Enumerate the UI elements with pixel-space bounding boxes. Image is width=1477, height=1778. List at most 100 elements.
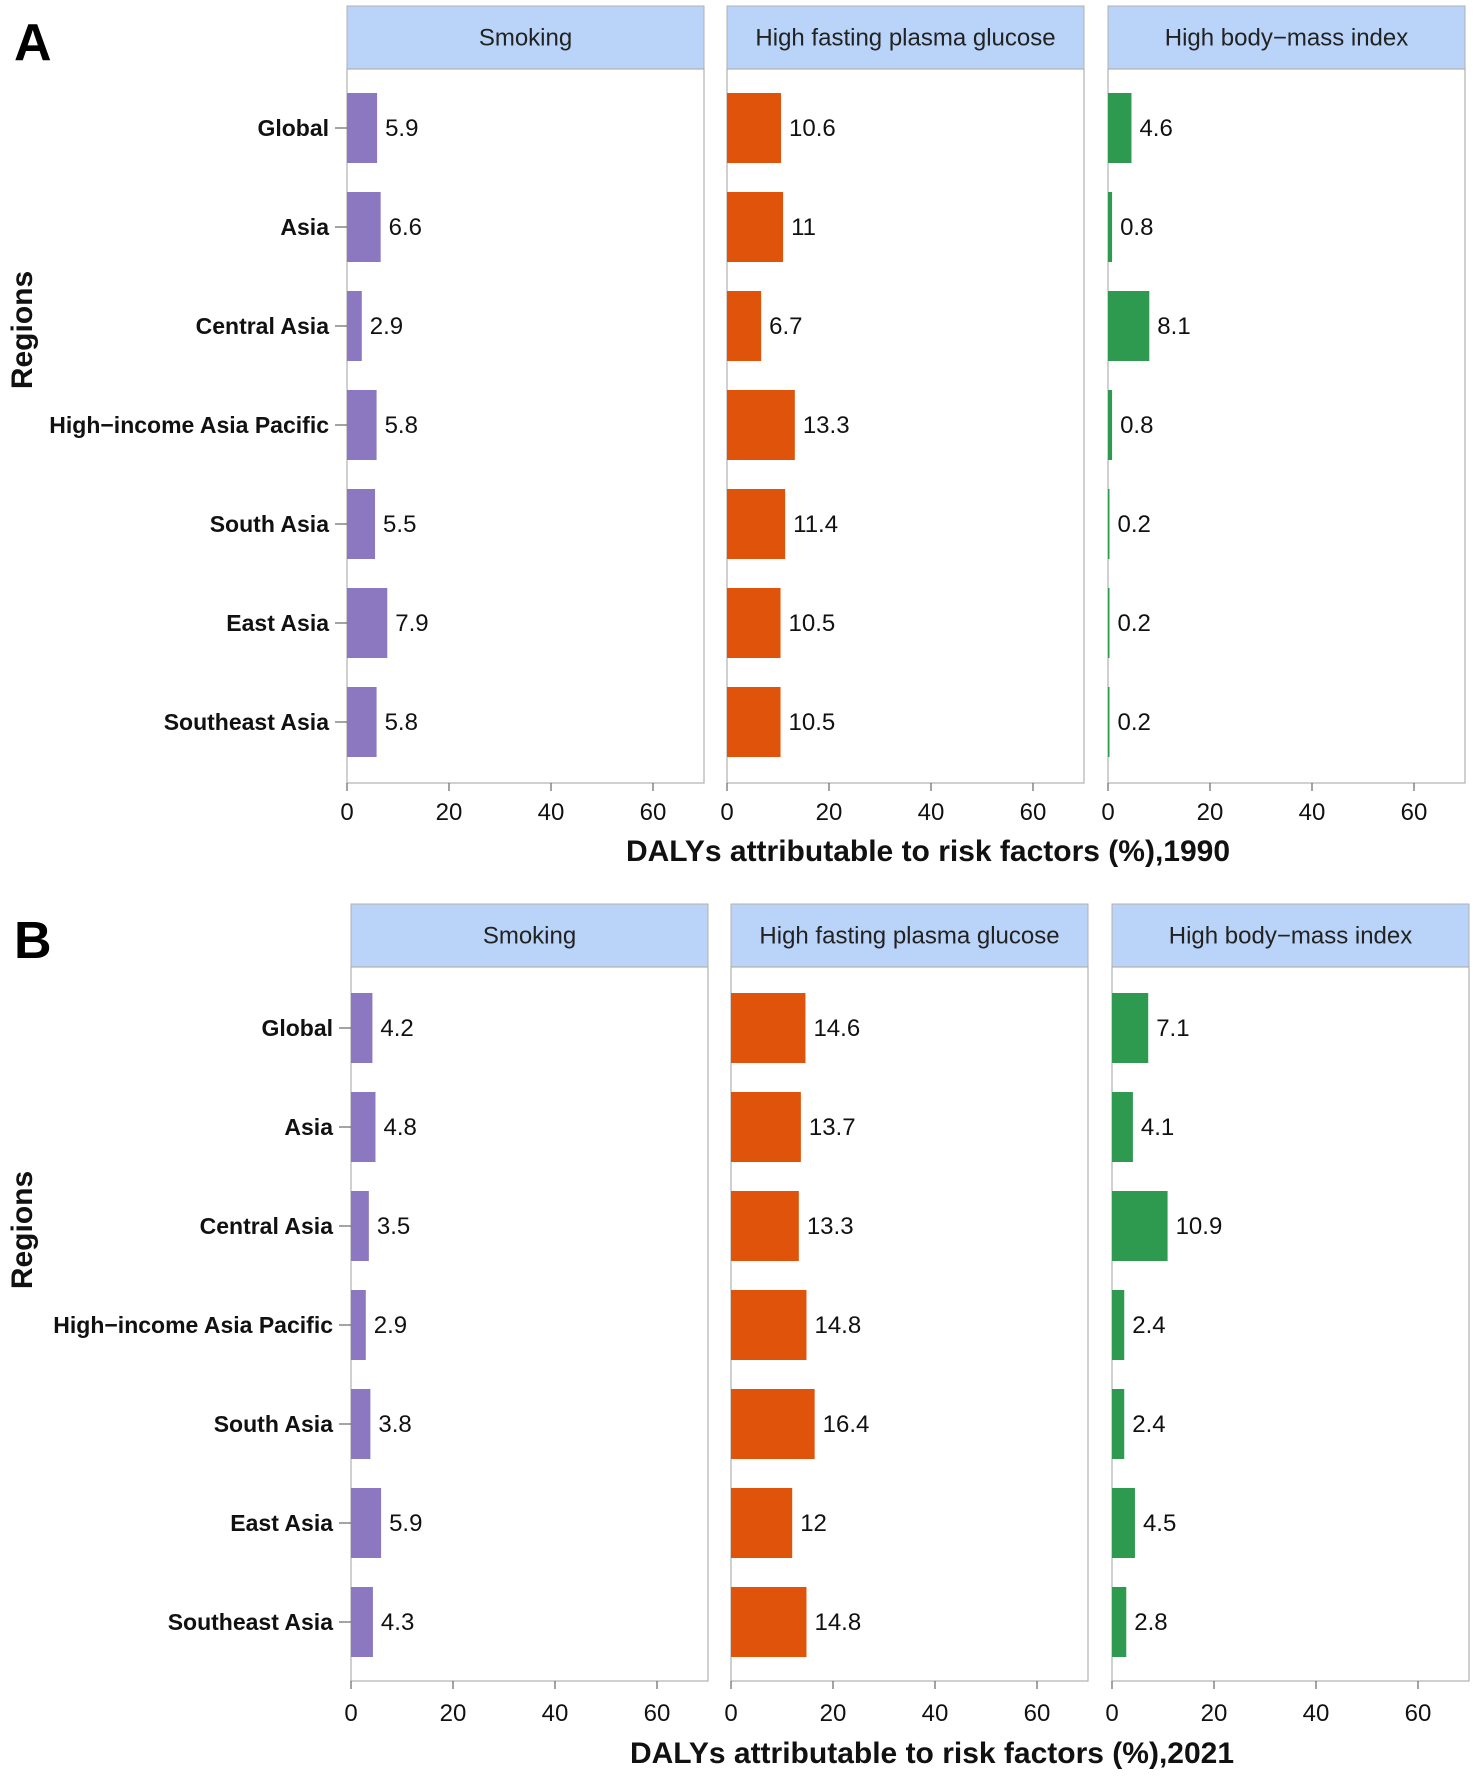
- panel-a-high-body-mass-index-value-label-southeast-asia: 0.2: [1118, 709, 1151, 736]
- panel-b-smoking-bar-asia: [351, 1092, 376, 1162]
- panel-b-high-fasting-plasma-glucose-bar-south-asia: [731, 1389, 815, 1459]
- panel-b-high-fasting-plasma-glucose-strip-label: High fasting plasma glucose: [759, 923, 1059, 950]
- panel-a-high-fasting-plasma-glucose-x-tick-label: 40: [918, 799, 945, 826]
- panel-a-smoking-x-tick-label: 0: [340, 799, 353, 826]
- panel-b-high-fasting-plasma-glucose-bar-central-asia: [731, 1191, 799, 1261]
- panel-a-smoking-value-label-southeast-asia: 5.8: [385, 709, 418, 736]
- panel-b-category-label-high-income-asia-pacific: High−income Asia Pacific: [53, 1312, 333, 1338]
- panel-a-smoking-value-label-asia: 6.6: [389, 214, 422, 241]
- panel-a-high-body-mass-index-value-label-east-asia: 0.2: [1118, 610, 1151, 637]
- panel-a-high-fasting-plasma-glucose-value-label-high-income-asia-pacific: 13.3: [803, 412, 850, 439]
- panel-a-high-body-mass-index-bar-east-asia: [1108, 588, 1110, 658]
- panel-a-smoking-bar-global: [347, 93, 378, 163]
- panel-b-high-body-mass-index-value-label-high-income-asia-pacific: 2.4: [1132, 1312, 1165, 1339]
- panel-a-smoking-bar-central-asia: [347, 291, 362, 361]
- panel-b-letter: B: [14, 912, 52, 970]
- panel-a-high-fasting-plasma-glucose-bar-central-asia: [727, 291, 762, 361]
- panel-b-high-fasting-plasma-glucose-bar-southeast-asia: [731, 1587, 807, 1657]
- panel-b-high-body-mass-index-bar-south-asia: [1112, 1389, 1125, 1459]
- panel-a-category-label-global: Global: [257, 115, 329, 141]
- panel-b-high-fasting-plasma-glucose-bar-high-income-asia-pacific: [731, 1290, 807, 1360]
- panel-b-x-axis-title: DALYs attributable to risk factors (%),2…: [630, 1737, 1234, 1770]
- panel-a-high-body-mass-index-strip-label: High body−mass index: [1165, 25, 1408, 52]
- panel-b-high-body-mass-index-bar-asia: [1112, 1092, 1133, 1162]
- panel-a-smoking-value-label-east-asia: 7.9: [395, 610, 428, 637]
- panel-a-high-body-mass-index-x-tick-label: 60: [1401, 799, 1428, 826]
- panel-a-high-body-mass-index-x-tick-label: 0: [1101, 799, 1114, 826]
- panel-b-smoking-strip-label: Smoking: [483, 923, 576, 950]
- panel-b-smoking-x-tick-label: 0: [344, 1700, 357, 1727]
- panel-a-high-body-mass-index-x-tick-label: 20: [1197, 799, 1224, 826]
- panel-b-high-body-mass-index-bar-east-asia: [1112, 1488, 1135, 1558]
- panel-b-smoking-bar-high-income-asia-pacific: [351, 1290, 366, 1360]
- panel-b-high-body-mass-index-bar-southeast-asia: [1112, 1587, 1127, 1657]
- panel-b-category-label-asia: Asia: [284, 1114, 333, 1140]
- panel-b-high-fasting-plasma-glucose-strip: [730, 903, 1089, 968]
- panel-a-high-body-mass-index-bar-central-asia: [1108, 291, 1150, 361]
- panel-b-high-body-mass-index-x-tick-label: 20: [1201, 1700, 1228, 1727]
- panel-b-category-label-south-asia: South Asia: [214, 1411, 333, 1437]
- panel-b-smoking-value-label-central-asia: 3.5: [377, 1213, 410, 1240]
- panel-a-category-label-east-asia: East Asia: [226, 610, 329, 636]
- panel-a-x-axis-title: DALYs attributable to risk factors (%),1…: [626, 835, 1230, 868]
- panel-a-smoking-x-tick-label: 20: [436, 799, 463, 826]
- panel-a-high-body-mass-index-bar-asia: [1108, 192, 1113, 262]
- panel-a-high-body-mass-index-value-label-south-asia: 0.2: [1118, 511, 1151, 538]
- panel-a-smoking-x-tick-label: 40: [538, 799, 565, 826]
- panel-b-high-fasting-plasma-glucose-x-tick-label: 60: [1024, 1700, 1051, 1727]
- panel-b-high-body-mass-index-value-label-global: 7.1: [1156, 1015, 1189, 1042]
- panel-a-high-fasting-plasma-glucose-value-label-southeast-asia: 10.5: [789, 709, 836, 736]
- panel-b-high-body-mass-index-bar-global: [1112, 993, 1149, 1063]
- panel-a-category-label-south-asia: South Asia: [210, 511, 329, 537]
- panel-b-smoking-value-label-high-income-asia-pacific: 2.9: [374, 1312, 407, 1339]
- panel-b-y-axis-title: Regions: [6, 1171, 39, 1289]
- panel-a-high-body-mass-index-value-label-central-asia: 8.1: [1157, 313, 1190, 340]
- panel-b-high-body-mass-index-strip: [1111, 903, 1470, 968]
- panel-b-category-label-global: Global: [261, 1015, 333, 1041]
- panel-a-high-fasting-plasma-glucose-x-tick-label: 60: [1020, 799, 1047, 826]
- panel-a-smoking-value-label-high-income-asia-pacific: 5.8: [385, 412, 418, 439]
- panel-a-smoking-bar-asia: [347, 192, 381, 262]
- panel-b-high-body-mass-index-bar-high-income-asia-pacific: [1112, 1290, 1125, 1360]
- panel-a-smoking-bar-south-asia: [347, 489, 376, 559]
- panel-a-high-body-mass-index-value-label-high-income-asia-pacific: 0.8: [1120, 412, 1153, 439]
- panel-a-high-body-mass-index-x-tick-label: 40: [1299, 799, 1326, 826]
- panel-a-high-fasting-plasma-glucose-value-label-east-asia: 10.5: [789, 610, 836, 637]
- panel-b-smoking-bar-south-asia: [351, 1389, 371, 1459]
- panel-b-category-label-central-asia: Central Asia: [200, 1213, 334, 1239]
- panel-a-high-body-mass-index-bar-high-income-asia-pacific: [1108, 390, 1113, 460]
- panel-a-high-fasting-plasma-glucose-bar-southeast-asia: [727, 687, 781, 757]
- panel-a-high-fasting-plasma-glucose-bar-south-asia: [727, 489, 786, 559]
- panel-a-high-fasting-plasma-glucose-value-label-asia: 11: [791, 214, 816, 241]
- panel-b-smoking-bar-east-asia: [351, 1488, 382, 1558]
- panel-a-y-axis-title: Regions: [6, 271, 39, 389]
- panel-a-high-body-mass-index-plot-frame: [1107, 68, 1466, 784]
- panel-b-smoking-x-tick-label: 40: [542, 1700, 569, 1727]
- panel-b-high-fasting-plasma-glucose-bar-global: [731, 993, 806, 1063]
- panel-b-high-body-mass-index-value-label-asia: 4.1: [1141, 1114, 1174, 1141]
- panel-b-smoking-value-label-east-asia: 5.9: [389, 1510, 422, 1537]
- panel-a-smoking-bar-high-income-asia-pacific: [347, 390, 377, 460]
- panel-b-high-fasting-plasma-glucose-x-tick-label: 20: [820, 1700, 847, 1727]
- panel-b-high-fasting-plasma-glucose-value-label-southeast-asia: 14.8: [814, 1609, 861, 1636]
- panel-b-high-body-mass-index-value-label-central-asia: 10.9: [1176, 1213, 1223, 1240]
- panel-a-high-body-mass-index-strip: [1107, 5, 1466, 70]
- panel-a-category-label-central-asia: Central Asia: [196, 313, 330, 339]
- panel-b-high-fasting-plasma-glucose-value-label-global: 14.6: [813, 1015, 860, 1042]
- panel-b-high-body-mass-index-strip-label: High body−mass index: [1169, 923, 1412, 950]
- panel-b-high-fasting-plasma-glucose-value-label-asia: 13.7: [809, 1114, 856, 1141]
- panel-a-high-fasting-plasma-glucose-x-tick-label: 0: [720, 799, 733, 826]
- panel-a-high-fasting-plasma-glucose-x-tick-label: 20: [816, 799, 843, 826]
- panel-b-high-fasting-plasma-glucose-value-label-east-asia: 12: [800, 1510, 827, 1537]
- panel-a-high-fasting-plasma-glucose-bar-asia: [727, 192, 784, 262]
- panel-b-smoking-x-tick-label: 60: [644, 1700, 671, 1727]
- panel-b-high-fasting-plasma-glucose-bar-east-asia: [731, 1488, 793, 1558]
- panel-a-smoking-value-label-global: 5.9: [385, 115, 418, 142]
- panel-b-high-body-mass-index-value-label-south-asia: 2.4: [1132, 1411, 1165, 1438]
- panel-b-high-body-mass-index-x-tick-label: 60: [1405, 1700, 1432, 1727]
- panel-a-high-fasting-plasma-glucose-bar-high-income-asia-pacific: [727, 390, 795, 460]
- panel-b-high-fasting-plasma-glucose-value-label-central-asia: 13.3: [807, 1213, 854, 1240]
- panel-a-high-body-mass-index-bar-south-asia: [1108, 489, 1110, 559]
- panel-a-high-fasting-plasma-glucose-bar-global: [727, 93, 782, 163]
